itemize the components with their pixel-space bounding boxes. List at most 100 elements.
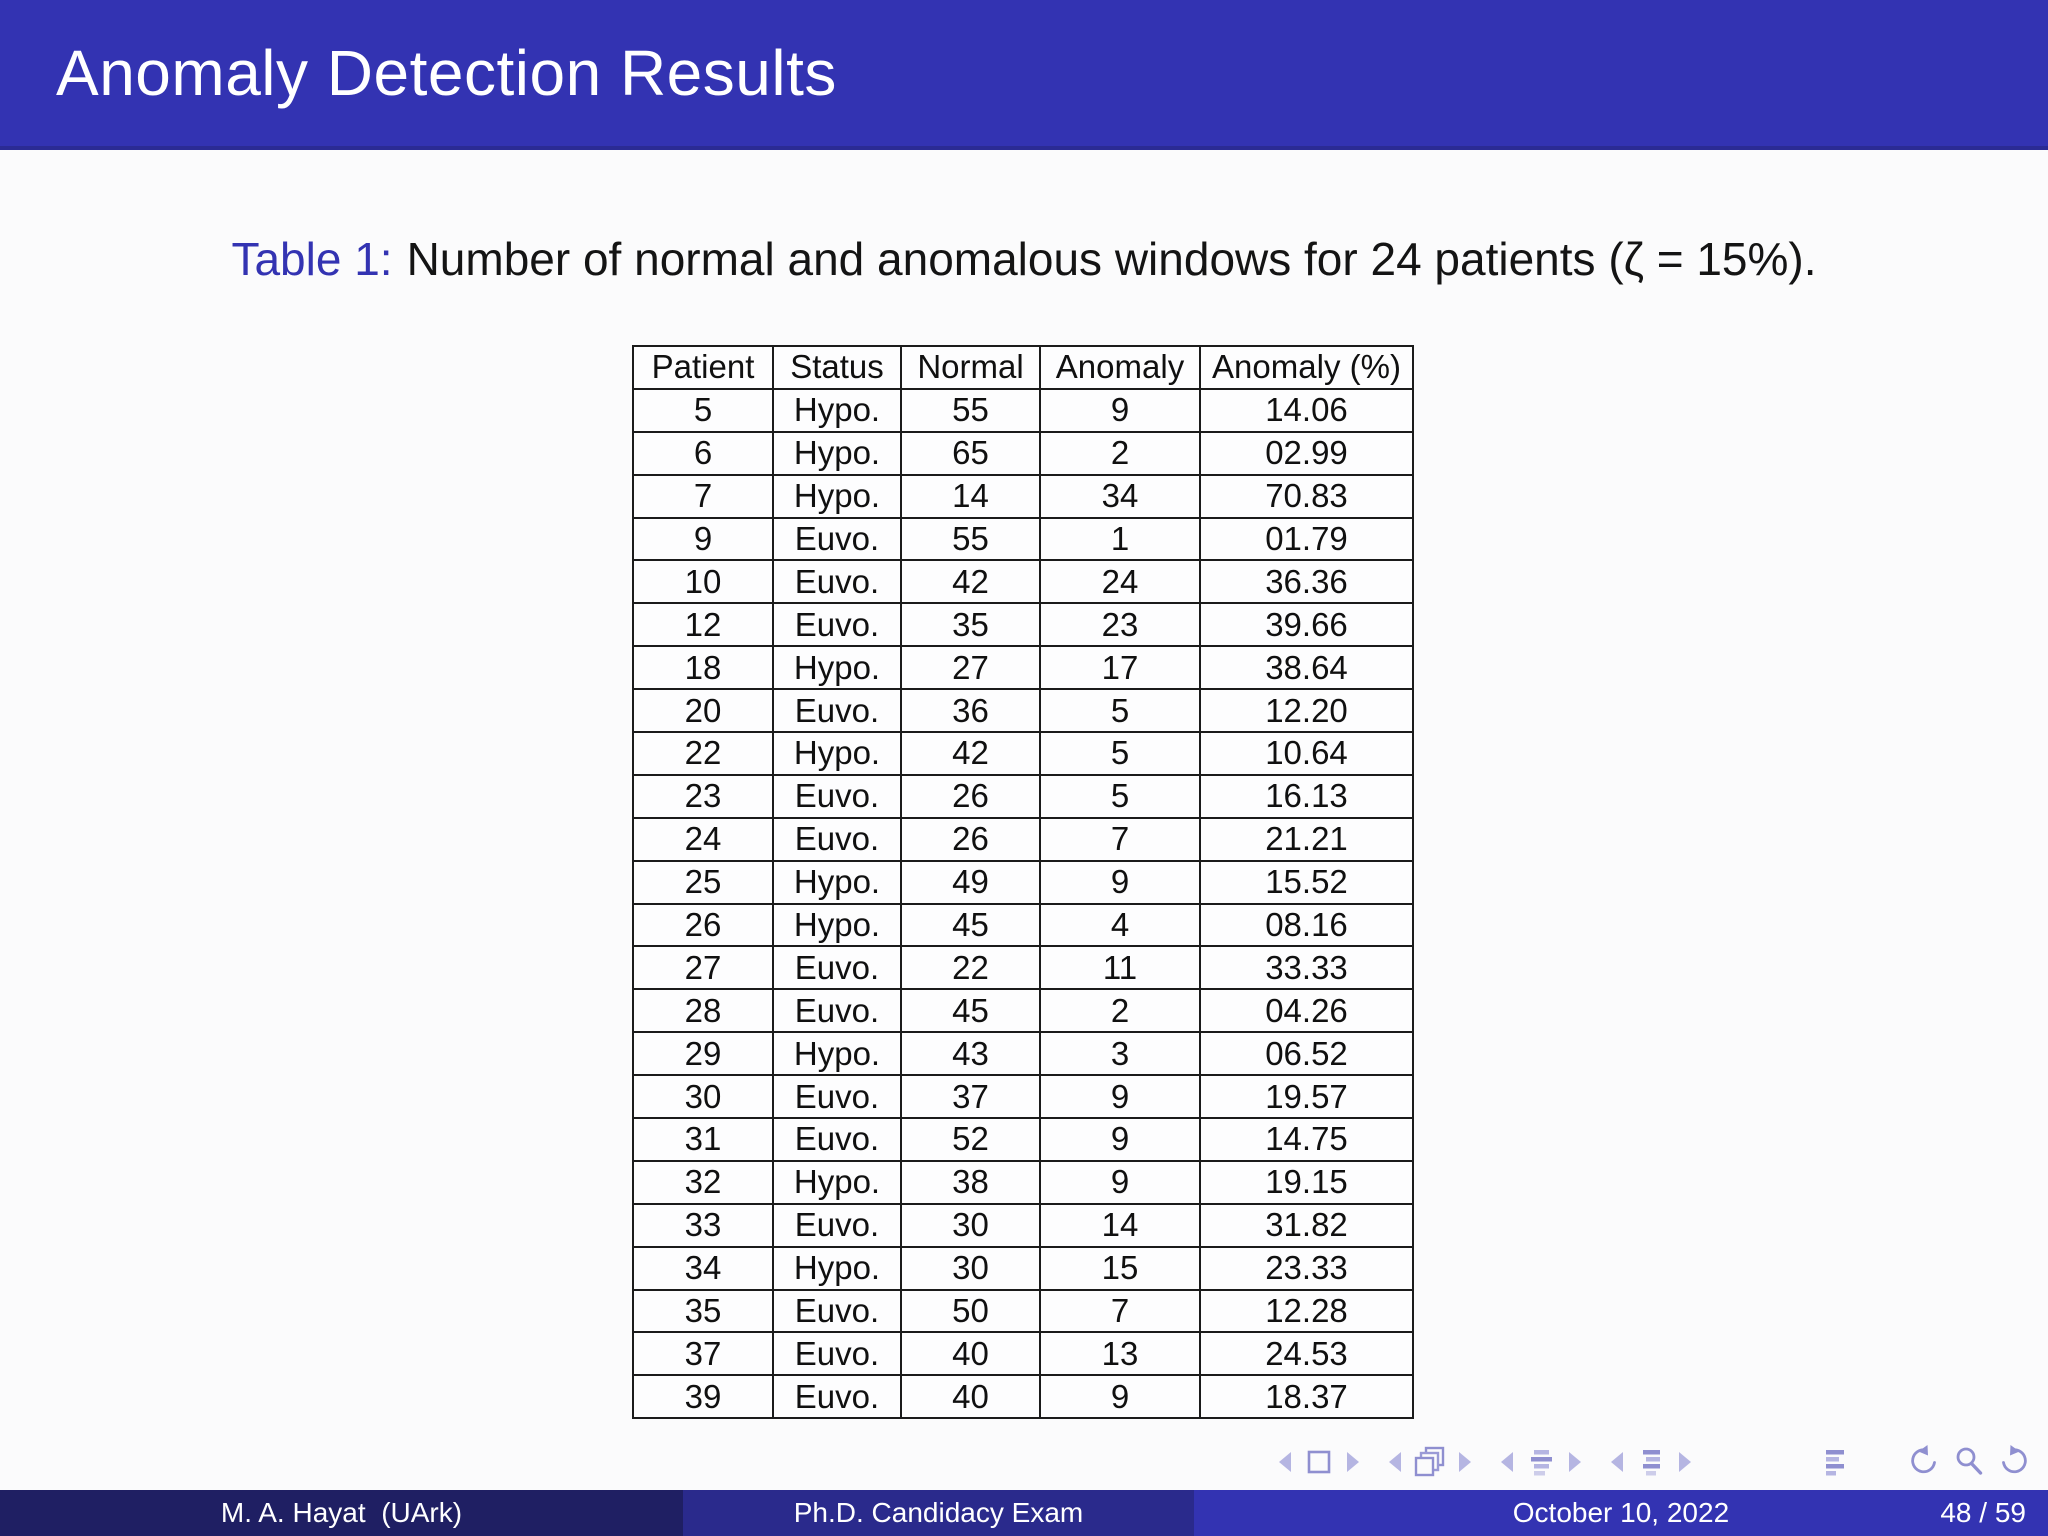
- table-cell: 36: [900, 688, 1041, 734]
- table-cell: 24: [632, 816, 774, 862]
- table-cell: 37: [632, 1331, 774, 1377]
- table-cell: 21.21: [1199, 816, 1414, 862]
- table-row: 29 Hypo. 43 3 06.52: [632, 1031, 1414, 1077]
- table-cell: 1: [1039, 516, 1201, 562]
- table-cell: 7: [1039, 816, 1201, 862]
- table-cell: 7: [1039, 1288, 1201, 1334]
- table-caption-text: Number of normal and anomalous windows f…: [406, 233, 1817, 285]
- table-row: 9 Euvo. 55 1 01.79: [632, 516, 1414, 562]
- table-cell: Euvo.: [772, 988, 902, 1034]
- footer-page-number: 48 / 59: [1940, 1497, 2026, 1528]
- table-caption-label: Table 1:: [231, 233, 393, 285]
- table-cell: 40: [900, 1374, 1041, 1420]
- table-header-cell: Patient: [632, 345, 774, 390]
- table-cell: 06.52: [1199, 1031, 1414, 1077]
- table-cell: 55: [900, 516, 1041, 562]
- table-row: 24 Euvo. 26 7 21.21: [632, 816, 1414, 862]
- table-cell: 23: [632, 773, 774, 819]
- table-cell: 42: [900, 559, 1041, 605]
- table-cell: 6: [632, 430, 774, 476]
- table-cell: 31.82: [1199, 1202, 1414, 1248]
- table-row: 33 Euvo. 30 14 31.82: [632, 1202, 1414, 1248]
- nav-slide-back-icon[interactable]: [1272, 1445, 1298, 1479]
- footer-talk-title: Ph.D. Candidacy Exam: [793, 1497, 1084, 1528]
- table-cell: 12: [632, 602, 774, 648]
- table-cell: 45: [900, 902, 1041, 948]
- table-cell: 24.53: [1199, 1331, 1414, 1377]
- table-cell: Euvo.: [772, 559, 902, 605]
- slide-header-bar: Anomaly Detection Results: [0, 0, 2048, 150]
- table-cell: 04.26: [1199, 988, 1414, 1034]
- nav-history-group: [1904, 1444, 2034, 1480]
- table-row: 6 Hypo. 65 2 02.99: [632, 430, 1414, 476]
- table-cell: 30: [900, 1245, 1041, 1291]
- table-cell: 24: [1039, 559, 1201, 605]
- nav-forward-icon[interactable]: [1996, 1444, 2034, 1480]
- results-table-wrap: Patient Status Normal Anomaly Anomaly (%) 5 H…: [632, 345, 1414, 1420]
- table-row: 39 Euvo. 40 9 18.37: [632, 1374, 1414, 1420]
- results-table: Patient Status Normal Anomaly Anomaly (%) 5 H…: [632, 345, 1414, 1420]
- table-cell: 23.33: [1199, 1245, 1414, 1291]
- nav-subsection-back-icon[interactable]: [1494, 1445, 1520, 1479]
- table-row: 20 Euvo. 36 5 12.20: [632, 688, 1414, 734]
- nav-frames-icon[interactable]: [1412, 1445, 1448, 1479]
- nav-subsection-forward-icon[interactable]: [1562, 1445, 1588, 1479]
- table-cell: 9: [1039, 387, 1201, 433]
- table-cell: 30: [632, 1074, 774, 1120]
- table-cell: 4: [1039, 902, 1201, 948]
- nav-subsection-icon[interactable]: [1524, 1445, 1558, 1479]
- table-cell: 42: [900, 731, 1041, 776]
- nav-slide-forward-icon[interactable]: [1340, 1445, 1366, 1479]
- table-cell: Hypo.: [772, 902, 902, 948]
- nav-section-icon[interactable]: [1634, 1445, 1668, 1479]
- table-cell: 50: [900, 1288, 1041, 1334]
- table-cell: Euvo.: [772, 773, 902, 819]
- nav-slide-group: [1272, 1445, 1366, 1479]
- slide-footer-bar: M. A. Hayat (UArk) Ph.D. Candidacy Exam …: [0, 1490, 2048, 1536]
- table-cell: 43: [900, 1031, 1041, 1077]
- table-cell: Hypo.: [772, 473, 902, 519]
- footer-title-segment: Ph.D. Candidacy Exam: [683, 1490, 1194, 1536]
- table-cell: 33.33: [1199, 945, 1414, 991]
- table-cell: 55: [900, 387, 1041, 433]
- table-row: 22 Hypo. 42 5 10.64: [632, 731, 1414, 776]
- table-header-row: Patient Status Normal Anomaly Anomaly (%): [632, 345, 1414, 390]
- nav-frame-back-icon[interactable]: [1382, 1445, 1408, 1479]
- footer-author-segment: M. A. Hayat (UArk): [0, 1490, 683, 1536]
- table-header-cell: Normal: [900, 345, 1041, 390]
- nav-search-icon[interactable]: [1952, 1444, 1986, 1480]
- table-cell: 39: [632, 1374, 774, 1420]
- table-cell: 14: [900, 473, 1041, 519]
- nav-slide-icon[interactable]: [1302, 1445, 1336, 1479]
- table-cell: 9: [632, 516, 774, 562]
- nav-back-icon[interactable]: [1904, 1444, 1942, 1480]
- table-cell: 28: [632, 988, 774, 1034]
- table-cell: 3: [1039, 1031, 1201, 1077]
- table-cell: 65: [900, 430, 1041, 476]
- table-cell: Euvo.: [772, 1374, 902, 1420]
- nav-section-back-icon[interactable]: [1604, 1445, 1630, 1479]
- table-header-cell: Anomaly: [1039, 345, 1201, 390]
- table-cell: Hypo.: [772, 1031, 902, 1077]
- nav-section-forward-icon[interactable]: [1672, 1445, 1698, 1479]
- table-row: 37 Euvo. 40 13 24.53: [632, 1331, 1414, 1377]
- table-cell: 12.20: [1199, 688, 1414, 734]
- table-cell: 18.37: [1199, 1374, 1414, 1420]
- nav-frame-forward-icon[interactable]: [1452, 1445, 1478, 1479]
- table-cell: Euvo.: [772, 688, 902, 734]
- table-cell: 2: [1039, 430, 1201, 476]
- table-cell: 14.75: [1199, 1117, 1414, 1162]
- table-row: 10 Euvo. 42 24 36.36: [632, 559, 1414, 605]
- table-cell: Hypo.: [772, 645, 902, 691]
- table-cell: 5: [1039, 773, 1201, 819]
- table-cell: 9: [1039, 859, 1201, 905]
- table-cell: 35: [632, 1288, 774, 1334]
- table-cell: Hypo.: [772, 387, 902, 433]
- table-cell: 16.13: [1199, 773, 1414, 819]
- table-row: 25 Hypo. 49 9 15.52: [632, 859, 1414, 905]
- table-cell: 49: [900, 859, 1041, 905]
- table-cell: 38: [900, 1159, 1041, 1205]
- nav-appendix-icon[interactable]: [1818, 1445, 1852, 1479]
- table-cell: Euvo.: [772, 1331, 902, 1377]
